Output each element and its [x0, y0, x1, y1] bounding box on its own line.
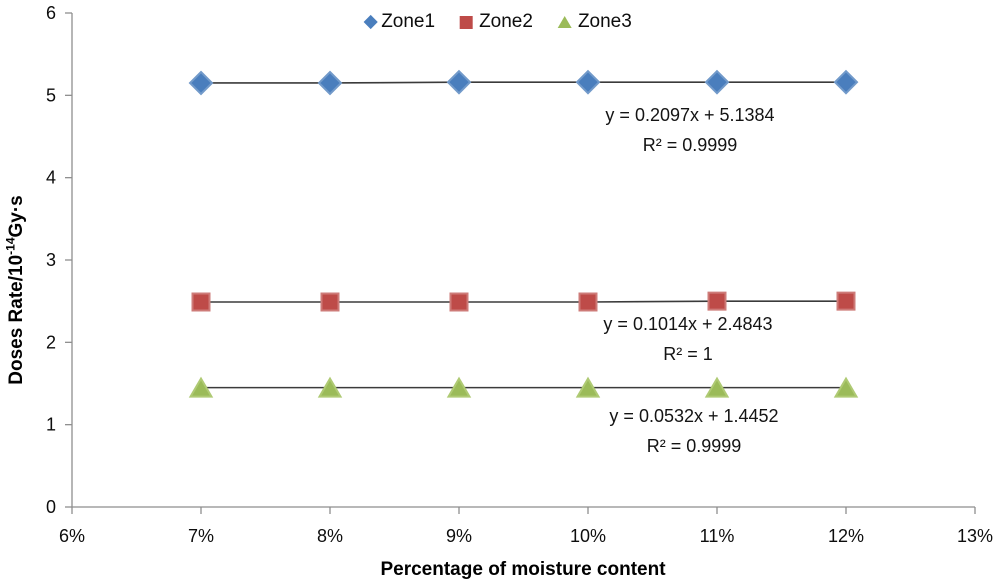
x-tick-label: 8% [317, 526, 343, 546]
trendline-annotation-zone1: y = 0.2097x + 5.1384 R² = 0.9999 [605, 100, 774, 160]
marker-zone3-triangle [704, 376, 730, 398]
x-tick-label: 6% [59, 526, 85, 546]
x-tick-label: 13% [957, 526, 993, 546]
y-axis-title-text: Doses Rate/10 [6, 254, 27, 385]
y-tick-label: 4 [46, 168, 56, 188]
marker-zone3-triangle [575, 376, 601, 398]
y-tick-label: 6 [46, 3, 56, 23]
r-squared-text: R² = 0.9999 [642, 135, 738, 155]
equation-text: y = 0.2097x + 5.1384 [605, 105, 775, 125]
legend-label: Zone3 [577, 11, 632, 32]
x-tick-label: 7% [188, 526, 214, 546]
marker-zone2-square [191, 292, 211, 312]
y-tick-label: 0 [46, 497, 56, 517]
marker-zone1-diamond [704, 69, 730, 95]
r-squared-text: R² = 1 [663, 344, 713, 364]
marker-zone2-square [320, 292, 340, 312]
x-tick-label: 9% [446, 526, 472, 546]
legend-item-zone1: Zone1 [363, 11, 436, 33]
y-axis-title-exponent: -14 [3, 237, 18, 255]
diamond-icon [363, 14, 378, 30]
legend-label: Zone1 [381, 11, 436, 32]
marker-zone3-triangle [833, 376, 859, 398]
marker-zone3-triangle [446, 376, 472, 398]
r-squared-text: R² = 0.9999 [646, 436, 742, 456]
marker-zone1-diamond [188, 70, 214, 96]
x-tick-label: 10% [570, 526, 606, 546]
marker-zone2-square [707, 291, 727, 311]
triangle-icon [557, 16, 572, 28]
marker-zone1-diamond [446, 69, 472, 95]
marker-zone3-triangle [188, 376, 214, 398]
y-tick-label: 3 [46, 250, 56, 270]
legend-item-zone2: Zone2 [460, 11, 533, 33]
marker-zone3-triangle [317, 376, 343, 398]
marker-zone1-diamond [575, 69, 601, 95]
marker-zone2-square [449, 292, 469, 312]
legend: Zone1 Zone2 Zone3 [363, 11, 632, 33]
y-axis-title-unit: Gy·s [6, 195, 27, 238]
x-tick-label: 12% [828, 526, 864, 546]
marker-zone1-diamond [317, 70, 343, 96]
y-tick-label: 2 [46, 332, 56, 352]
x-axis-title: Percentage of moisture content [380, 559, 666, 580]
y-tick-label: 1 [46, 415, 56, 435]
marker-zone1-diamond [833, 69, 859, 95]
legend-item-zone3: Zone3 [557, 11, 632, 33]
trendline-zone1 [201, 81, 846, 84]
trendline-annotation-zone3: y = 0.0532x + 1.4452 R² = 0.9999 [609, 401, 778, 461]
y-axis-title: Doses Rate/10-14Gy·s [3, 195, 28, 385]
trendline-annotation-zone2: y = 0.1014x + 2.4843 R² = 1 [603, 309, 772, 369]
equation-text: y = 0.1014x + 2.4843 [603, 314, 773, 334]
square-icon [460, 15, 474, 29]
x-tick-label: 11% [700, 526, 735, 546]
marker-zone2-square [578, 292, 598, 312]
marker-zone2-square [836, 291, 856, 311]
legend-label: Zone2 [479, 11, 533, 32]
trendline-zone2 [201, 300, 846, 303]
equation-text: y = 0.0532x + 1.4452 [609, 406, 779, 426]
y-tick-label: 5 [46, 85, 56, 105]
